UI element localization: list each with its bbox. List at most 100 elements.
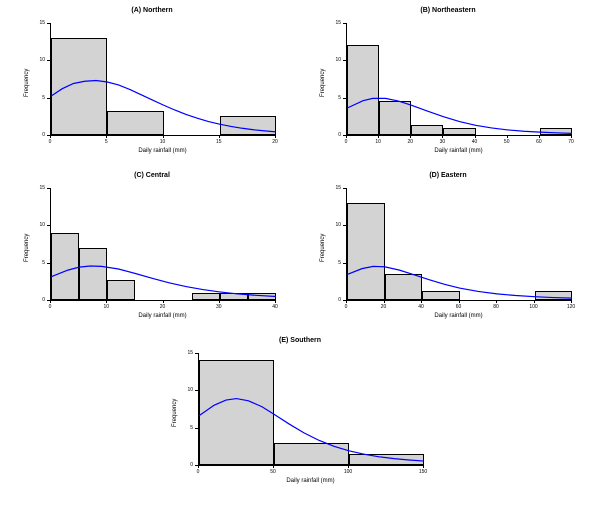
y-tick-label: 10 — [329, 222, 341, 228]
y-tick-mark — [343, 263, 346, 264]
y-tick-label: 15 — [329, 185, 341, 191]
x-tick-mark — [539, 135, 540, 138]
x-tick-mark — [219, 300, 220, 303]
x-tick-label: 40 — [418, 304, 424, 310]
density-curve — [347, 188, 572, 300]
panel-C: (C) Central010203040051015Daily rainfall… — [12, 170, 292, 335]
y-tick-label: 10 — [33, 222, 45, 228]
chart-area — [346, 188, 572, 301]
panel-title: (C) Central — [12, 172, 292, 179]
x-tick-label: 5 — [105, 139, 108, 145]
y-tick-label: 5 — [329, 260, 341, 266]
y-tick-label: 5 — [33, 260, 45, 266]
x-tick-mark — [410, 135, 411, 138]
y-tick-mark — [195, 353, 198, 354]
x-tick-label: 20 — [381, 304, 387, 310]
panel-D: (D) Eastern020406080100120051015Daily ra… — [308, 170, 588, 335]
y-tick-mark — [47, 300, 50, 301]
x-tick-mark — [423, 465, 424, 468]
x-tick-mark — [346, 135, 347, 138]
panel-title: (A) Northern — [12, 7, 292, 14]
y-tick-label: 10 — [33, 57, 45, 63]
y-axis-label: Frequency — [320, 69, 326, 97]
y-tick-label: 5 — [181, 425, 193, 431]
panel-B: (B) Northeastern010203040506070051015Dai… — [308, 5, 588, 170]
density-curve — [51, 188, 276, 300]
x-tick-label: 0 — [345, 139, 348, 145]
x-tick-label: 0 — [49, 139, 52, 145]
y-tick-mark — [47, 135, 50, 136]
density-curve — [199, 353, 424, 465]
x-tick-label: 80 — [493, 304, 499, 310]
x-axis-label: Daily rainfall (mm) — [50, 313, 275, 319]
x-tick-label: 0 — [49, 304, 52, 310]
density-curve — [51, 23, 276, 135]
x-tick-label: 10 — [103, 304, 109, 310]
x-axis-label: Daily rainfall (mm) — [346, 313, 571, 319]
y-tick-label: 15 — [33, 185, 45, 191]
y-tick-label: 0 — [33, 297, 45, 303]
y-tick-label: 15 — [181, 350, 193, 356]
y-tick-label: 15 — [329, 20, 341, 26]
panel-A: (A) Northern05101520051015Daily rainfall… — [12, 5, 292, 170]
y-tick-mark — [195, 465, 198, 466]
y-tick-mark — [343, 60, 346, 61]
x-tick-label: 0 — [197, 469, 200, 475]
y-tick-mark — [343, 188, 346, 189]
y-axis-label: Frequency — [24, 234, 30, 262]
y-tick-mark — [343, 300, 346, 301]
x-tick-mark — [496, 300, 497, 303]
chart-area — [346, 23, 572, 136]
x-tick-mark — [348, 465, 349, 468]
y-tick-label: 0 — [33, 132, 45, 138]
x-tick-label: 10 — [375, 139, 381, 145]
x-tick-label: 20 — [408, 139, 414, 145]
x-tick-label: 30 — [440, 139, 446, 145]
chart-area — [50, 188, 276, 301]
x-tick-label: 150 — [419, 469, 427, 475]
y-axis-label: Frequency — [320, 234, 326, 262]
x-axis-label: Daily rainfall (mm) — [198, 478, 423, 484]
y-tick-label: 5 — [33, 95, 45, 101]
panel-title: (D) Eastern — [308, 172, 588, 179]
y-axis-label: Frequency — [172, 399, 178, 427]
x-tick-label: 60 — [456, 304, 462, 310]
x-axis-label: Daily rainfall (mm) — [346, 148, 571, 154]
x-tick-label: 0 — [345, 304, 348, 310]
x-tick-label: 100 — [344, 469, 352, 475]
x-tick-mark — [50, 300, 51, 303]
x-tick-label: 50 — [270, 469, 276, 475]
x-tick-mark — [442, 135, 443, 138]
x-tick-mark — [571, 300, 572, 303]
y-tick-mark — [47, 98, 50, 99]
density-curve — [347, 23, 572, 135]
x-tick-label: 100 — [529, 304, 537, 310]
figure-root: (A) Northern 0 5 10 15 20 0 5 10 15 Daily rainfall… — [0, 0, 600, 509]
y-tick-label: 5 — [329, 95, 341, 101]
panel-title: (E) Southern — [160, 337, 440, 344]
x-tick-mark — [475, 135, 476, 138]
x-tick-mark — [384, 300, 385, 303]
x-tick-mark — [378, 135, 379, 138]
x-tick-mark — [275, 300, 276, 303]
y-tick-mark — [47, 225, 50, 226]
y-tick-mark — [47, 23, 50, 24]
x-tick-mark — [273, 465, 274, 468]
x-tick-label: 15 — [216, 139, 222, 145]
x-tick-mark — [50, 135, 51, 138]
x-tick-mark — [198, 465, 199, 468]
x-tick-label: 60 — [536, 139, 542, 145]
y-tick-label: 10 — [329, 57, 341, 63]
y-tick-mark — [343, 225, 346, 226]
y-tick-mark — [47, 263, 50, 264]
y-tick-mark — [343, 135, 346, 136]
y-tick-mark — [343, 23, 346, 24]
y-tick-label: 10 — [181, 387, 193, 393]
y-tick-mark — [47, 60, 50, 61]
chart-area — [198, 353, 424, 466]
chart-area — [50, 23, 276, 136]
x-tick-label: 70 — [568, 139, 574, 145]
y-tick-mark — [195, 428, 198, 429]
x-tick-label: 20 — [272, 139, 278, 145]
x-tick-mark — [507, 135, 508, 138]
